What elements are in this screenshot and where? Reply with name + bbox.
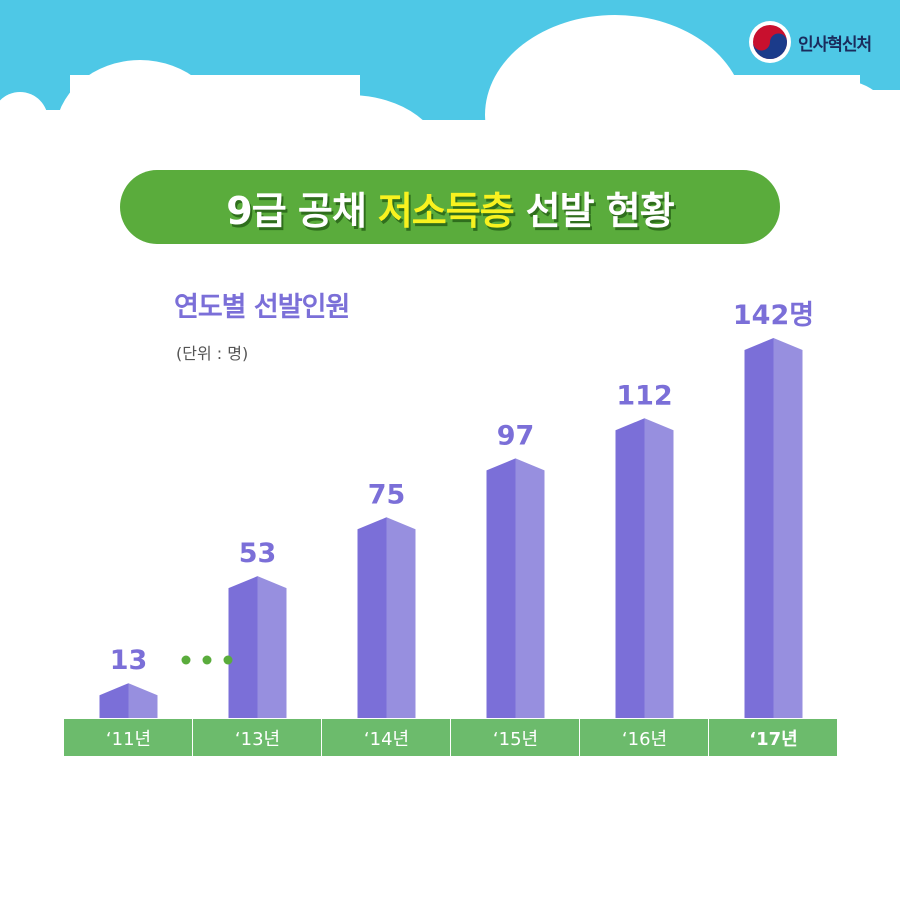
title-part1: 9급 공채 <box>226 188 367 233</box>
bar <box>357 517 387 718</box>
title-part2: 선발 현황 <box>525 188 675 233</box>
title-banner: 9급 공채 저소득층 선발 현황 <box>120 170 780 244</box>
bar-side <box>386 517 416 718</box>
data-label: 97 <box>497 420 535 451</box>
bar-side <box>128 683 158 718</box>
data-label: 112 <box>616 380 672 411</box>
bar <box>744 338 774 718</box>
x-tick-label: ‘14년 <box>364 729 409 750</box>
gap-dot <box>181 655 191 665</box>
x-tick-label: ‘16년 <box>622 729 667 750</box>
bar-side <box>773 338 803 718</box>
x-tick-label: ‘11년 <box>106 729 151 750</box>
bar <box>228 576 258 718</box>
data-label: 13 <box>110 645 148 676</box>
chart-title: 연도별 선발인원 <box>174 292 350 323</box>
axis-band-cell <box>580 719 708 756</box>
x-tick-label: ‘17년 <box>749 729 797 750</box>
bar-side <box>644 418 674 718</box>
unit-note: (단위 : 명) <box>176 344 249 363</box>
bar <box>99 683 129 718</box>
axis-band-cell <box>709 719 837 756</box>
data-label: 142명 <box>733 300 814 331</box>
taegeuk-emblem-icon <box>749 21 791 63</box>
title-highlight: 저소득층 <box>377 188 515 233</box>
bar <box>486 458 516 718</box>
gap-dot <box>223 655 233 665</box>
gap-dot <box>202 655 212 665</box>
bar <box>615 418 645 718</box>
x-tick-label: ‘13년 <box>235 729 280 750</box>
bar-side <box>515 458 545 718</box>
axis-band-cell <box>451 719 579 756</box>
bar-side <box>257 576 287 718</box>
axis-band-cell <box>322 719 450 756</box>
data-label: 75 <box>368 479 406 510</box>
data-label: 53 <box>239 538 277 569</box>
ministry-logo: 인사혁신처 <box>748 20 872 64</box>
x-tick-label: ‘15년 <box>493 729 538 750</box>
logo-text: 인사혁신처 <box>798 34 872 55</box>
axis-band-cell <box>193 719 321 756</box>
axis-band-cell <box>64 719 192 756</box>
